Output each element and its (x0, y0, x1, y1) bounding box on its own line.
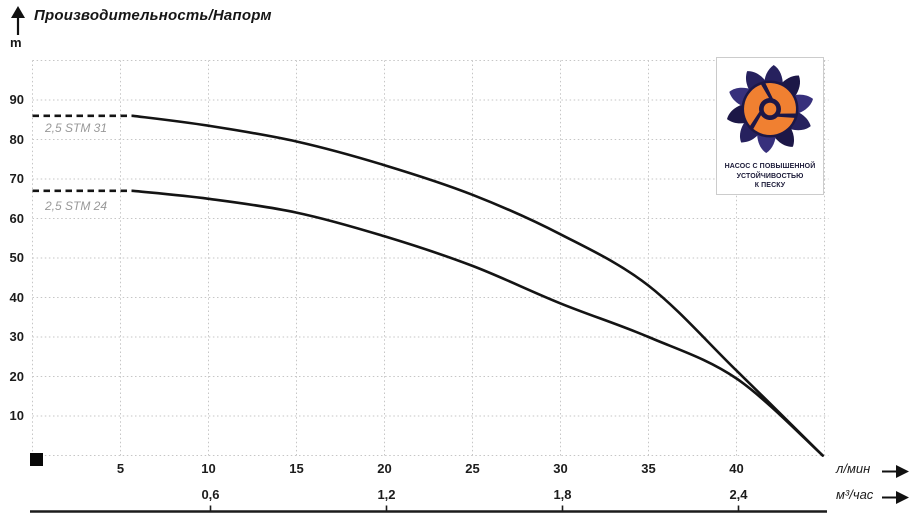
x-tick-label-lmin: 15 (289, 461, 304, 476)
x-tick-label-lmin: 30 (553, 461, 568, 476)
series-label-stm24: 2,5 STM 24 (45, 199, 108, 213)
x-axis-unit-m3h: м³/час (836, 487, 874, 502)
y-tick-label: 10 (9, 408, 24, 423)
x-tick-label-lmin: 25 (465, 461, 480, 476)
y-axis-unit-label: m (10, 35, 22, 50)
y-tick-label: 60 (9, 210, 24, 226)
y-axis-tick-labels: 10 20 30 40 50 60 70 80 90 (0, 0, 24, 529)
y-tick-label: 20 (9, 368, 24, 384)
sand-resistant-badge: НАСОС С ПОВЫШЕННОЙ УСТОЙЧИВОСТЬЮ К ПЕСКУ (716, 57, 824, 195)
y-tick-label: 30 (9, 329, 24, 344)
x-tick-label-lmin: 20 (377, 461, 392, 476)
x-axis-tick-labels-lmin: 5 10 15 20 25 30 35 40 (0, 461, 910, 477)
badge-text-line3: К ПЕСКУ (754, 182, 786, 189)
badge-text-line1: НАСОС С ПОВЫШЕННОЙ (724, 163, 816, 170)
x-tick-label-lmin: 35 (641, 461, 656, 476)
x-tick-label-lmin: 10 (201, 461, 216, 476)
y-tick-label: 90 (9, 92, 24, 107)
pump-impeller-logo-icon (726, 64, 814, 154)
y-tick-label: 80 (9, 131, 24, 147)
x-tick-label-m3h: 0,6 (201, 487, 220, 502)
x-axis-tick-labels-m3h: 0,6 1,2 1,8 2,4 (0, 487, 910, 503)
y-tick-label: 50 (9, 250, 24, 265)
x-tick-label-m3h: 2,4 (729, 487, 748, 502)
series-label-stm31: 2,5 STM 31 (45, 121, 108, 135)
badge-text-line2: УСТОЙЧИВОСТЬЮ (736, 172, 804, 180)
badge-text: НАСОС С ПОВЫШЕННОЙ УСТОЙЧИВОСТЬЮ К ПЕСКУ (717, 162, 823, 191)
chart-title: Производительность/Напорм (34, 7, 272, 24)
x-axis-unit-lmin: л/мин (836, 461, 871, 476)
y-tick-label: 40 (9, 289, 24, 305)
y-axis-arrow-icon (11, 6, 25, 35)
x-tick-label-lmin: 5 (116, 461, 125, 476)
x-tick-label-m3h: 1,8 (553, 487, 572, 502)
x-tick-label-lmin: 40 (729, 461, 744, 476)
y-tick-label: 70 (9, 171, 24, 186)
x-axis-arrow-lmin-icon (882, 465, 909, 478)
x-tick-label-m3h: 1,2 (377, 487, 396, 502)
x-axis-arrow-m3h-icon (882, 491, 909, 504)
